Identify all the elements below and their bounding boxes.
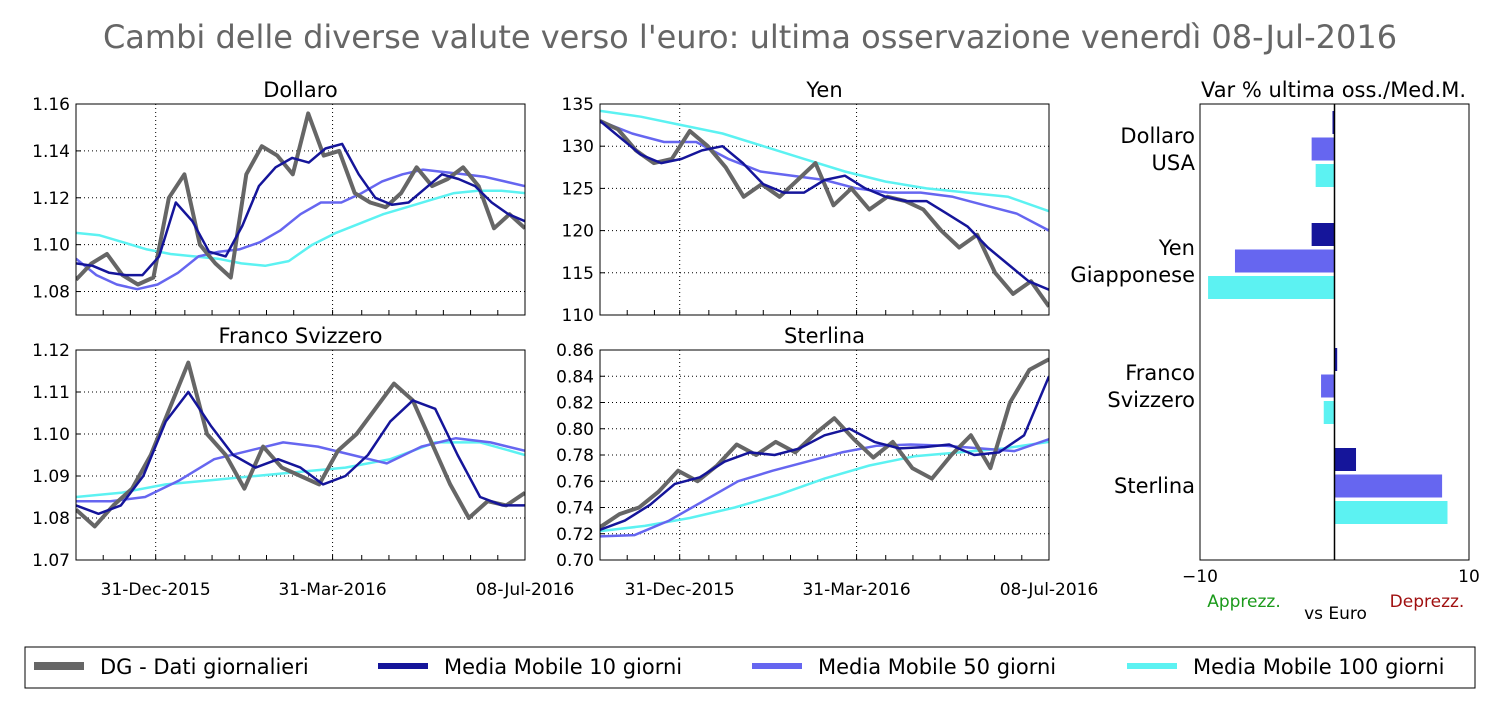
x-tick-label: 31-Mar-2016	[802, 580, 910, 600]
series-line-daily	[76, 111, 525, 287]
bar-chart-title: Var % ultima oss./Med.M.	[1201, 78, 1466, 102]
y-tick-label: 120	[562, 222, 594, 242]
y-tick-label: 0.82	[556, 394, 594, 414]
category-label: Sterlina	[1114, 474, 1195, 498]
bar-ma10	[1311, 223, 1335, 246]
legend-label: DG - Dati giornalieri	[100, 655, 309, 679]
bar-ma50	[1234, 249, 1335, 273]
y-tick-label: 1.08	[32, 283, 70, 303]
y-tick-label: 0.70	[556, 551, 594, 571]
y-tick-label: 130	[562, 137, 594, 157]
category-label: Dollaro	[1120, 124, 1195, 148]
y-tick-label: 115	[562, 264, 594, 284]
line-chart-1: Yen 135 130 125 120 115 110	[562, 78, 1050, 326]
bar-ma100	[1315, 164, 1335, 187]
y-tick-label: 1.10	[32, 236, 70, 256]
plot-frame	[599, 349, 1050, 561]
y-tick-label: 0.86	[556, 341, 594, 361]
x-tick-label: 08-Jul-2016	[476, 580, 575, 600]
right-note: Deprezz.	[1390, 592, 1465, 612]
legend-label: Media Mobile 10 giorni	[444, 655, 682, 679]
series-line-ma10	[600, 119, 1049, 291]
series-line-ma50	[600, 438, 1049, 538]
y-tick-label: 0.80	[556, 420, 594, 440]
chart-title: Dollaro	[263, 78, 338, 102]
legend-label: Media Mobile 100 giorni	[1193, 655, 1445, 679]
y-tick-label: 0.84	[556, 367, 594, 387]
series-line-daily	[600, 357, 1049, 529]
series-line-ma10	[76, 142, 525, 277]
y-tick-label: 1.10	[32, 425, 70, 445]
y-tick-label: 1.11	[32, 383, 70, 403]
bar-ma10	[1332, 111, 1335, 134]
bar-ma10	[1334, 348, 1338, 371]
x-tick-label: 08-Jul-2016	[1000, 580, 1099, 600]
chart-title: Franco Svizzero	[218, 324, 382, 348]
bar-ma50	[1334, 474, 1443, 498]
bar-xlabel: vs Euro	[1304, 604, 1367, 624]
category-label: Giapponese	[1070, 263, 1195, 287]
plots-layer: Dollaro 1.16 1.14 1.12 1.10 1.08 Yen 135 130 125 1…	[32, 78, 1480, 624]
y-tick-label: 110	[562, 306, 594, 326]
line-chart-2: Franco Svizzero 31-Dec-2015 31-Mar-2016 08-…	[32, 324, 574, 600]
y-tick-label: 0.76	[556, 472, 594, 492]
series-line-ma10	[600, 375, 1049, 531]
bar-plot-frame	[1199, 103, 1470, 561]
category-label: Svizzero	[1107, 388, 1195, 412]
bar-x-tick-label: −10	[1182, 567, 1218, 587]
y-tick-label: 1.12	[32, 189, 70, 209]
chart-title: Yen	[805, 78, 842, 102]
category-label: Yen	[1158, 236, 1195, 260]
bar-ma100	[1334, 501, 1448, 524]
category-label: Franco	[1125, 361, 1195, 385]
figure-title: Cambi delle diverse valute verso l'euro:…	[103, 18, 1397, 56]
left-note: Apprezz.	[1207, 592, 1281, 612]
series-line-ma100	[600, 440, 1049, 533]
legend: DG - Dati giornalieri Media Mobile 10 gio…	[24, 646, 1476, 689]
y-tick-label: 1.08	[32, 509, 70, 529]
y-tick-label: 0.74	[556, 499, 594, 519]
series-line-daily	[600, 119, 1049, 308]
series-line-ma50	[76, 168, 525, 291]
y-tick-label: 135	[562, 95, 594, 115]
y-tick-label: 1.12	[32, 341, 70, 361]
bar-x-tick-label: 10	[1458, 567, 1480, 587]
plot-frame	[599, 103, 1050, 316]
x-tick-label: 31-Mar-2016	[278, 580, 386, 600]
series-line-ma100	[76, 189, 525, 268]
plot-frame	[75, 103, 526, 316]
bar-ma10	[1334, 448, 1357, 471]
y-tick-label: 0.78	[556, 446, 594, 466]
series-line-ma50	[600, 119, 1049, 232]
x-tick-label: 31-Dec-2015	[101, 580, 211, 600]
category-label: USA	[1152, 151, 1196, 175]
bar-ma50	[1321, 374, 1335, 398]
line-chart-3: Sterlina 31-Dec-2015 31-Mar-2016 08-Jul-201…	[556, 324, 1098, 600]
y-tick-label: 1.16	[32, 95, 70, 115]
series-line-ma10	[76, 390, 525, 516]
series-line-ma100	[600, 109, 1049, 213]
legend-frame	[24, 646, 1476, 689]
bar-ma100	[1323, 401, 1335, 424]
plot-frame	[75, 349, 526, 561]
y-tick-label: 1.09	[32, 467, 70, 487]
bar-ma100	[1208, 276, 1335, 299]
legend-label: Media Mobile 50 giorni	[818, 655, 1056, 679]
bar-ma50	[1311, 137, 1335, 161]
y-tick-label: 0.72	[556, 525, 594, 545]
bar-chart: Var % ultima oss./Med.M.Dollaro USA Yen Gia…	[1070, 78, 1479, 624]
x-tick-label: 31-Dec-2015	[625, 580, 735, 600]
y-tick-label: 1.14	[32, 142, 70, 162]
y-tick-label: 1.07	[32, 551, 70, 571]
y-tick-label: 125	[562, 179, 594, 199]
chart-title: Sterlina	[784, 324, 865, 348]
line-chart-0: Dollaro 1.16 1.14 1.12 1.10 1.08	[32, 78, 526, 316]
